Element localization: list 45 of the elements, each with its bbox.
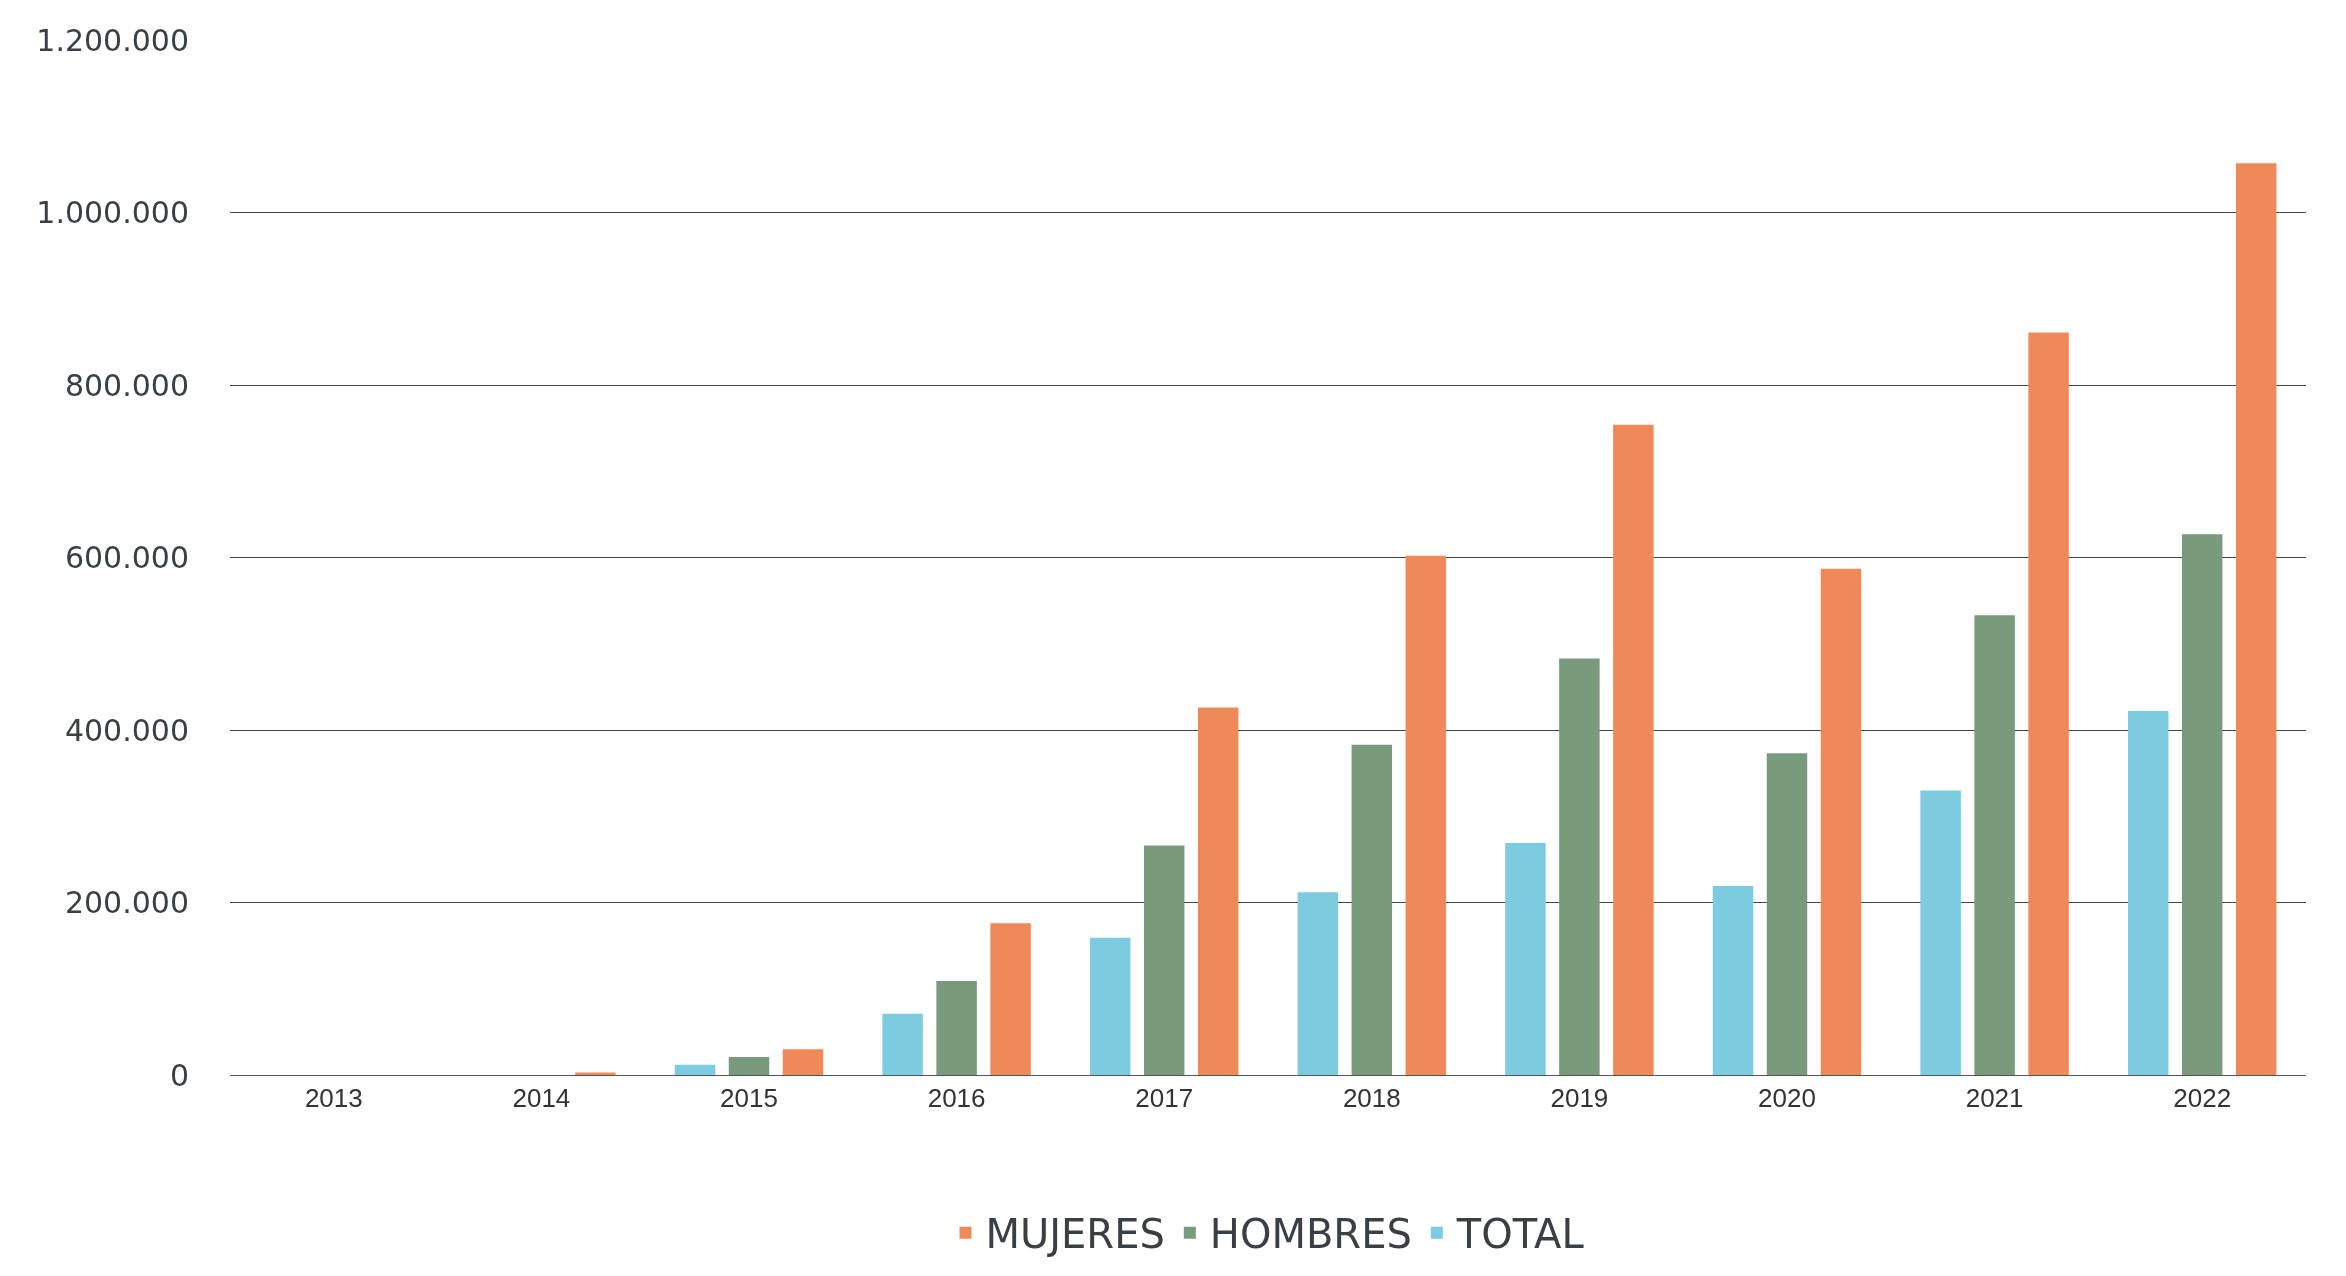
bar	[990, 923, 1031, 1075]
x-tick-label: 2022	[2173, 1083, 2232, 1114]
bar	[2235, 163, 2277, 1075]
x-tick-label: 2020	[1758, 1083, 1816, 1114]
bar	[1712, 886, 1754, 1075]
x-tick-label: 2018	[1342, 1083, 1401, 1114]
x-tick-label: 2016	[927, 1083, 986, 1114]
bar	[1974, 615, 2015, 1075]
bar	[728, 1056, 770, 1075]
x-tick-label: 2021	[1965, 1083, 2024, 1114]
bar	[1143, 845, 1185, 1075]
bar	[2028, 332, 2069, 1075]
bar	[1297, 892, 1339, 1075]
x-tick-label: 2017	[1135, 1083, 1194, 1114]
bar	[2127, 711, 2169, 1075]
y-tick-label: 800.000	[64, 367, 189, 403]
bar	[2181, 534, 2223, 1075]
bar	[1766, 753, 1808, 1075]
y-tick-label: 1.000.000	[36, 195, 189, 230]
x-tick-label: 2015	[720, 1083, 778, 1114]
bar	[575, 1072, 616, 1075]
legend-label: MUJERES	[985, 1211, 1165, 1258]
bar	[782, 1049, 824, 1075]
legend-label: TOTAL	[1455, 1211, 1585, 1258]
y-tick-label: 0	[169, 1057, 189, 1093]
bar	[936, 980, 977, 1075]
bar	[1505, 842, 1546, 1075]
y-tick-label: 1.200.000	[36, 22, 189, 58]
bar	[1613, 424, 1654, 1075]
bar	[1405, 555, 1447, 1075]
x-tick-label: 2019	[1550, 1083, 1609, 1114]
x-tick-label: 2013	[304, 1083, 363, 1114]
y-tick-label: 400.000	[64, 712, 189, 748]
bar	[882, 1013, 923, 1075]
y-tick-label: 600.000	[64, 540, 189, 575]
bar	[1351, 744, 1393, 1075]
y-tick-label: 200.000	[64, 885, 189, 920]
bar	[1920, 790, 1961, 1075]
bar	[1820, 568, 1862, 1075]
bar	[1089, 937, 1131, 1075]
bar	[1197, 707, 1239, 1075]
bar	[1559, 658, 1600, 1075]
legend-label: HOMBRES	[1209, 1211, 1412, 1258]
bar	[674, 1064, 716, 1075]
x-tick-label: 2014	[512, 1083, 571, 1114]
